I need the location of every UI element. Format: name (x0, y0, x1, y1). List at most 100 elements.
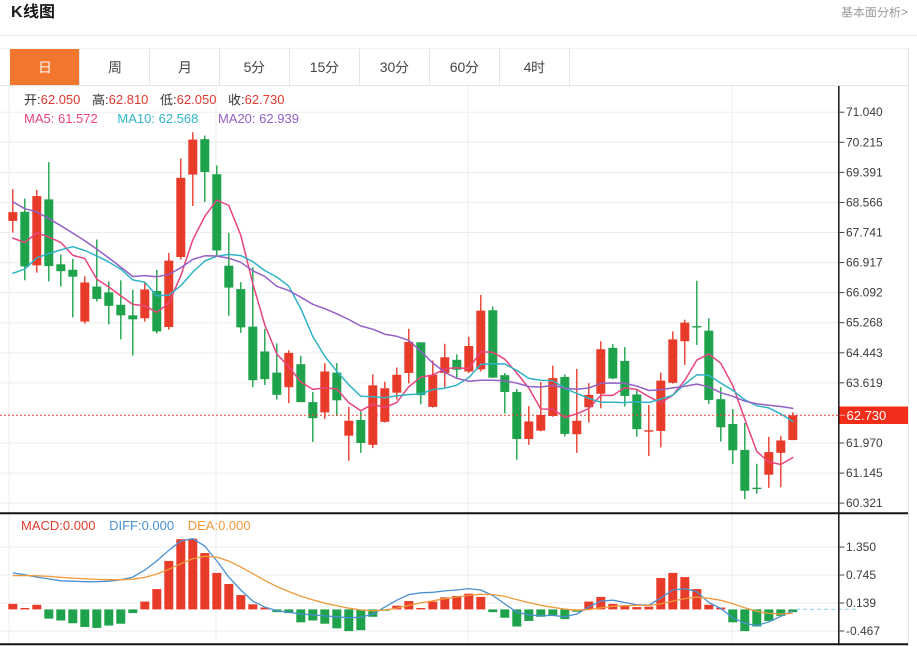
macd-bar (764, 609, 774, 621)
candle-body (596, 349, 606, 394)
macd-bar (476, 596, 486, 610)
tab-周[interactable] (80, 49, 150, 85)
candle-body (8, 212, 18, 221)
macd-bar (80, 609, 90, 627)
candle-body (536, 414, 546, 431)
macd-legend-item-label: DEA: (187, 518, 219, 533)
candle-body (560, 376, 570, 434)
macd-bar (164, 560, 174, 610)
candle-body (128, 315, 138, 320)
tab-30分[interactable]: 30 (360, 49, 430, 85)
price-axis-label: 60.321 (846, 496, 883, 510)
macd-axis-label: 1.350 (846, 540, 876, 554)
price-axis-label: 69.391 (846, 165, 883, 179)
macd-bar (680, 577, 690, 610)
macd-legend-item-value: 0.000 (218, 518, 251, 533)
macd-bar (20, 608, 30, 610)
candle-body (356, 420, 366, 443)
macd-bar (644, 606, 654, 610)
ohlc-value: 62.730 (244, 92, 285, 107)
macd-bar (344, 609, 354, 632)
candle-body (476, 310, 486, 370)
candle-body (164, 260, 174, 328)
macd-bar (788, 609, 798, 613)
price-axis-label: 68.566 (846, 195, 883, 209)
page-title: K (11, 3, 55, 22)
macd-bar (548, 609, 558, 616)
cjk-glyph (325, 60, 339, 74)
macd-bar (488, 609, 498, 613)
macd-bar (92, 609, 102, 628)
ma-line-ma10 (12, 245, 794, 423)
candle-body (224, 265, 234, 288)
cjk-glyph (865, 6, 877, 18)
ma-legend-item-2: MA20: 62.939 (218, 111, 299, 126)
cjk-glyph (40, 4, 54, 19)
tab-15分[interactable]: 15 (290, 49, 360, 85)
candle-body (20, 211, 30, 267)
candle-body (632, 394, 642, 430)
macd-line-dea (12, 555, 793, 615)
ohlc-item-0: :62.050 (24, 92, 80, 107)
candle-body (548, 378, 558, 416)
ma-legend-item-1: MA10: 62.568 (117, 111, 198, 126)
macd-legend-item-value: 0.000 (62, 518, 96, 533)
cjk-glyph (92, 93, 105, 106)
tab-日[interactable] (10, 49, 80, 85)
macd-bar (116, 609, 126, 624)
macd-axis-label: 0.139 (846, 596, 876, 610)
macd-bar (332, 609, 342, 629)
macd-bar (584, 601, 594, 610)
fundamental-analysis-link[interactable]: > (841, 5, 908, 19)
ohlc-item-1: :62.810 (92, 92, 148, 107)
cjk-glyph (841, 6, 853, 17)
candle-body (752, 487, 762, 490)
price-axis-label: 61.145 (846, 466, 883, 480)
candle-body (644, 430, 654, 432)
candle-body (260, 351, 270, 380)
ohlc-item-2: :62.050 (160, 92, 216, 107)
tab-4时[interactable]: 4 (500, 49, 570, 85)
candle-body (728, 424, 738, 451)
candle-body (416, 342, 426, 396)
macd-legend-item-label: DIFF: (109, 518, 142, 533)
macd-bar (692, 589, 702, 610)
candle-body (80, 282, 90, 322)
candle-body (680, 322, 690, 342)
candle-body (464, 345, 474, 372)
candle-body (488, 310, 498, 378)
cjk-glyph (23, 3, 39, 19)
price-axis-label: 66.917 (846, 256, 883, 270)
macd-bar (428, 601, 438, 610)
candle-body (716, 399, 726, 428)
macd-bar (452, 596, 462, 610)
ohlc-label: : (160, 92, 177, 107)
macd-bar (140, 601, 150, 610)
tab-月[interactable] (150, 49, 220, 85)
candle-body (116, 304, 126, 316)
candle-body (92, 286, 102, 299)
macd-bar (104, 609, 114, 626)
ohlc-item-3: :62.730 (228, 92, 284, 107)
macd-bar (152, 589, 162, 610)
candle-body (704, 330, 714, 400)
candle-body (44, 199, 54, 267)
candle-body (188, 139, 198, 175)
ohlc-value: 62.050 (40, 92, 81, 107)
ma-line-ma5 (12, 199, 794, 466)
ohlc-value: 62.050 (176, 92, 217, 107)
macd-bar (620, 606, 630, 610)
macd-bar (440, 597, 450, 610)
ma-legend-item-label: MA10: (117, 111, 155, 126)
tab-60分[interactable]: 60 (430, 49, 500, 85)
tab-5分[interactable]: 5 (220, 49, 290, 85)
ma-legend-item-value: 62.568 (158, 111, 199, 126)
cjk-glyph (228, 93, 241, 106)
cjk-glyph (877, 6, 889, 18)
macd-bar (740, 609, 750, 632)
candle-body (608, 347, 618, 379)
macd-legend-item-2: DEA:0.000 (188, 518, 251, 533)
ma-legend-item-value: 62.939 (259, 111, 299, 126)
macd-bar (188, 538, 198, 610)
